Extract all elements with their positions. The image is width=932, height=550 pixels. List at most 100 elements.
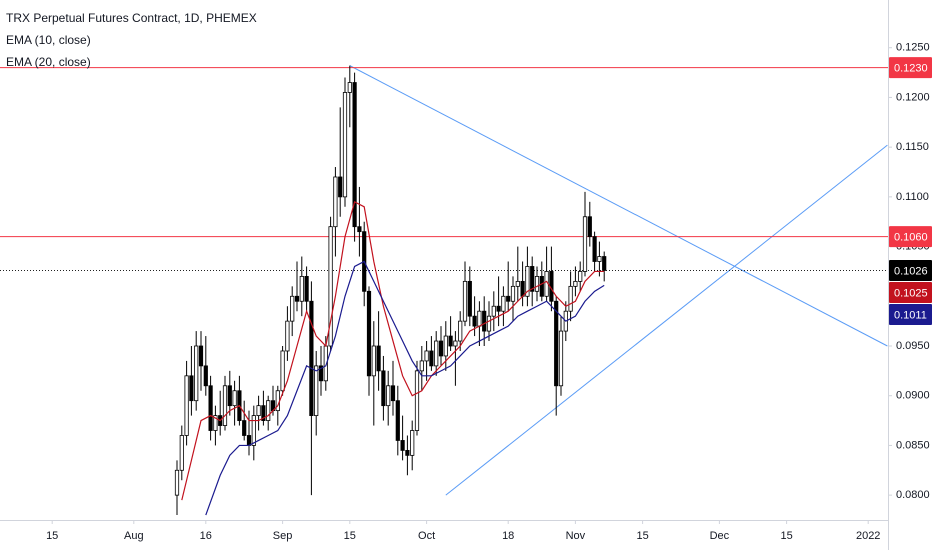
candle-body — [405, 450, 410, 456]
candle-body — [400, 440, 405, 451]
candle-body — [438, 340, 444, 357]
candle-body — [443, 335, 448, 357]
candle-body — [366, 290, 372, 377]
candle-body — [357, 226, 362, 233]
price-tag-label: 0.1026 — [894, 265, 928, 277]
candle-body — [318, 365, 324, 382]
candle-body — [266, 400, 271, 421]
candle-body — [342, 92, 348, 198]
candle-body — [189, 375, 194, 402]
candle-body — [558, 330, 564, 387]
candle-body — [448, 335, 453, 347]
candle-body — [376, 345, 381, 372]
candle-body — [213, 415, 218, 431]
candle-body — [222, 385, 228, 426]
candle-body — [194, 345, 199, 402]
candle-body — [294, 295, 300, 302]
candle-body — [429, 350, 434, 367]
y-tick-label: 0.1100 — [896, 191, 929, 203]
ema-line — [205, 260, 605, 516]
x-tick-label: Dec — [710, 530, 730, 542]
y-tick-label: 0.1200 — [896, 91, 930, 103]
candle-body — [434, 340, 439, 367]
price-tag-label: 0.1011 — [894, 309, 927, 321]
legend-title: TRX Perpetual Futures Contract, 1D, PHEM… — [6, 11, 257, 25]
trend-line — [349, 65, 888, 347]
plot-area — [0, 65, 888, 516]
price-tag — [889, 226, 932, 248]
candle-body — [578, 271, 583, 282]
candle-body — [458, 320, 463, 342]
candle-body — [414, 370, 420, 431]
price-tag-label: 0.1025 — [894, 287, 928, 299]
candle-body — [203, 365, 208, 387]
price-tag-label: 0.1060 — [894, 232, 928, 244]
candle-body — [568, 285, 573, 312]
trend-line — [445, 144, 888, 496]
candle-body — [554, 300, 559, 387]
candle-body — [232, 390, 237, 407]
candle-body — [304, 276, 309, 302]
candle-body — [602, 256, 607, 271]
candle-body — [510, 285, 516, 302]
ema-line — [181, 200, 605, 501]
price-tag — [889, 303, 932, 325]
candle-body — [198, 345, 204, 367]
candle-body — [381, 370, 386, 407]
candle-body — [309, 300, 314, 417]
candle-body — [525, 266, 530, 297]
x-tick-label: 15 — [46, 530, 58, 542]
candle-body — [467, 280, 472, 317]
candle-body — [280, 350, 285, 392]
candle-body — [299, 276, 304, 302]
candle-body — [506, 295, 511, 302]
x-tick-label: 18 — [502, 530, 514, 542]
x-tick-label: 2022 — [856, 530, 880, 542]
candle-body — [390, 385, 396, 402]
y-tick-label: 0.0950 — [896, 340, 930, 352]
candle-body — [179, 435, 184, 471]
candle-body — [424, 350, 429, 362]
candle-body — [477, 310, 482, 327]
x-tick-label: 15 — [344, 530, 356, 542]
candle-body — [174, 469, 180, 496]
x-tick-label: Nov — [566, 530, 586, 542]
candle-body — [242, 420, 247, 436]
candle-body — [261, 405, 266, 421]
candle-body — [534, 276, 540, 292]
candle-body — [314, 365, 319, 417]
candle-body — [530, 266, 535, 292]
candle-body — [285, 320, 290, 352]
y-tick-label: 0.1250 — [896, 42, 930, 54]
candle-body — [453, 340, 458, 347]
candle-body — [592, 236, 597, 262]
candle-body — [482, 310, 487, 332]
candle-body — [338, 176, 343, 198]
candle-body — [347, 82, 352, 93]
candle-body — [184, 375, 189, 436]
candle-body — [251, 415, 256, 446]
price-tag — [889, 259, 932, 281]
candle-body — [371, 345, 376, 377]
candle-body — [333, 176, 338, 228]
candle-body — [328, 226, 333, 347]
candle-body — [208, 385, 213, 431]
x-tick-label: 15 — [636, 530, 648, 542]
candle-body — [256, 405, 261, 417]
price-tag-label: 0.1230 — [894, 63, 928, 75]
y-tick-label: 0.1150 — [896, 141, 929, 153]
legend-ema20: EMA (20, close) — [6, 55, 91, 69]
x-tick-label: Aug — [124, 530, 144, 542]
y-tick-label: 0.0900 — [896, 390, 930, 402]
legend-ema10: EMA (10, close) — [6, 33, 91, 47]
x-tick-label: 16 — [200, 530, 212, 542]
candle-body — [472, 315, 477, 327]
candle-body — [520, 280, 525, 297]
candle-body — [501, 295, 506, 312]
x-tick-label: 15 — [780, 530, 792, 542]
candle-body — [290, 295, 295, 322]
price-tag — [889, 281, 932, 303]
candle-body — [496, 305, 501, 312]
